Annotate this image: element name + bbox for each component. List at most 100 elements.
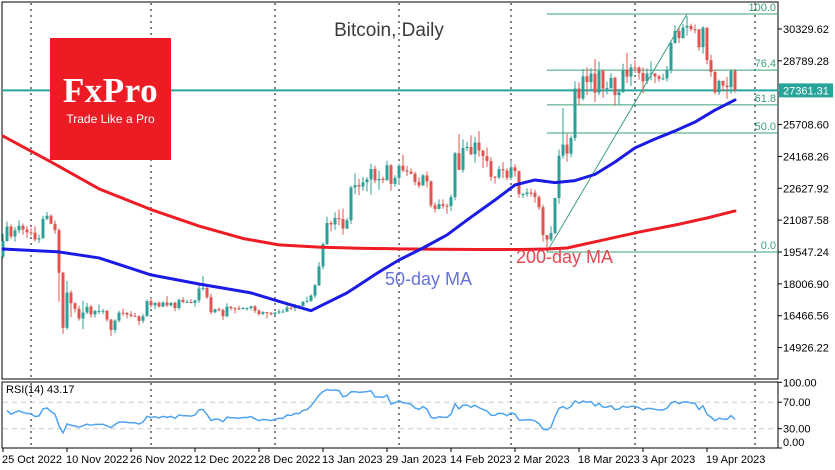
candle-body bbox=[185, 301, 189, 303]
candle-body bbox=[649, 73, 653, 75]
candle-body bbox=[473, 142, 477, 155]
candle-body bbox=[429, 181, 433, 206]
candle-body bbox=[257, 310, 261, 314]
candle-body bbox=[325, 222, 329, 245]
candle-body bbox=[369, 168, 373, 180]
candle-body bbox=[481, 150, 485, 157]
candle-body bbox=[385, 165, 389, 180]
candle-body bbox=[197, 288, 201, 301]
candle-body bbox=[25, 229, 29, 233]
candle-body bbox=[5, 226, 9, 241]
fxpro-logo: FxPro Trade Like a Pro bbox=[50, 38, 171, 160]
rsi-axis-label: 100.00 bbox=[783, 377, 817, 389]
price-axis-label: 14926.22 bbox=[783, 343, 829, 355]
price-axis-label: 30329.62 bbox=[783, 24, 829, 36]
candle-body bbox=[365, 179, 369, 183]
candle-body bbox=[493, 176, 497, 178]
candle-body bbox=[289, 307, 293, 309]
candle-body bbox=[221, 310, 225, 317]
rsi-axis-label: 30.00 bbox=[783, 424, 811, 436]
candle-body bbox=[425, 175, 429, 182]
candle-body bbox=[277, 311, 281, 313]
candle-body bbox=[377, 178, 381, 181]
candle-body bbox=[637, 67, 641, 74]
candle-body bbox=[581, 76, 585, 99]
candle-body bbox=[521, 194, 525, 196]
candle-body bbox=[85, 306, 89, 313]
candle-body bbox=[93, 310, 97, 315]
candle-body bbox=[681, 27, 685, 39]
rsi-panel-area[interactable] bbox=[1, 381, 779, 449]
candle-body bbox=[701, 27, 705, 48]
candle-body bbox=[329, 222, 333, 225]
candle-body bbox=[561, 144, 565, 156]
candle-body bbox=[53, 223, 57, 231]
date-axis-label: 12 Dec 2022 bbox=[194, 454, 256, 466]
candle-body bbox=[253, 306, 257, 311]
candle-body bbox=[541, 207, 545, 235]
candle-body bbox=[537, 197, 541, 208]
candle-body bbox=[281, 311, 285, 313]
candle-body bbox=[273, 312, 277, 315]
candle-body bbox=[181, 299, 185, 302]
candle-body bbox=[465, 146, 469, 149]
candle-body bbox=[401, 165, 405, 171]
candle-body bbox=[9, 226, 13, 237]
candle-body bbox=[89, 306, 93, 315]
candle-body bbox=[113, 320, 117, 330]
candle-body bbox=[449, 197, 453, 207]
date-axis-label: 2 Mar 2023 bbox=[514, 454, 570, 466]
candle-body bbox=[245, 307, 249, 309]
candle-body bbox=[509, 167, 513, 178]
candle-body bbox=[101, 310, 105, 312]
candle-body bbox=[553, 197, 557, 233]
candle-body bbox=[261, 312, 265, 314]
candle-body bbox=[613, 77, 617, 96]
candle-body bbox=[165, 302, 169, 306]
candle-body bbox=[29, 232, 33, 234]
candle-body bbox=[381, 178, 385, 180]
price-axis-label: 21087.58 bbox=[783, 215, 829, 227]
candle-body bbox=[545, 234, 549, 240]
fib-level-label: 76.4 bbox=[755, 58, 776, 70]
candle-body bbox=[529, 192, 533, 194]
price-axis-label: 22627.92 bbox=[783, 183, 829, 195]
candle-body bbox=[589, 73, 593, 83]
rsi-axis-label: 70.00 bbox=[783, 397, 811, 409]
candle-body bbox=[201, 287, 205, 289]
candle-body bbox=[461, 148, 465, 170]
candle-body bbox=[265, 312, 269, 314]
candle-body bbox=[617, 92, 621, 96]
candle-body bbox=[345, 220, 349, 229]
candle-body bbox=[241, 307, 245, 310]
candle-body bbox=[585, 76, 589, 83]
candle-body bbox=[557, 155, 561, 198]
candle-body bbox=[477, 142, 481, 151]
candle-body bbox=[437, 204, 441, 209]
candle-body bbox=[361, 182, 365, 187]
fib-level-label: 0.0 bbox=[761, 240, 776, 252]
candle-body bbox=[77, 308, 81, 319]
ma200-label: 200-day MA bbox=[516, 247, 614, 267]
candle-body bbox=[109, 319, 113, 330]
current-price-badge-text: 27361.31 bbox=[783, 85, 829, 97]
candle-body bbox=[397, 165, 401, 178]
candle-body bbox=[189, 301, 193, 303]
current-price-badge bbox=[779, 83, 833, 98]
candle-body bbox=[373, 168, 377, 181]
date-axis-label: 18 Mar 2023 bbox=[578, 454, 640, 466]
candle-body bbox=[61, 272, 65, 328]
candle-body bbox=[349, 187, 353, 221]
price-axis-label: 18006.90 bbox=[783, 279, 829, 291]
candle-body bbox=[417, 182, 421, 186]
candle-body bbox=[513, 167, 517, 172]
candle-body bbox=[321, 244, 325, 267]
candle-body bbox=[49, 215, 53, 224]
candle-body bbox=[665, 70, 669, 79]
candle-body bbox=[353, 185, 357, 188]
candle-body bbox=[13, 230, 17, 237]
candle-body bbox=[153, 302, 157, 306]
candle-body bbox=[81, 312, 85, 319]
date-axis-label: 29 Jan 2023 bbox=[386, 454, 447, 466]
